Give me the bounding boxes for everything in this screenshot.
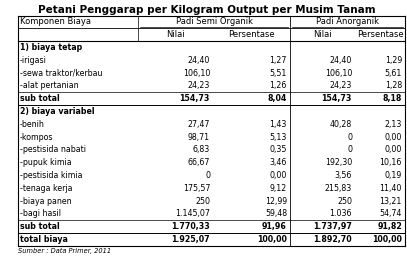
Text: -irigasi: -irigasi: [20, 56, 47, 65]
Text: 98,71: 98,71: [188, 133, 210, 142]
Text: 1,43: 1,43: [269, 120, 287, 129]
Text: 2,13: 2,13: [385, 120, 402, 129]
Text: 0,35: 0,35: [269, 145, 287, 154]
Text: 154,73: 154,73: [179, 94, 210, 103]
Text: Padi Anorganik: Padi Anorganik: [316, 17, 379, 27]
Text: 1) biaya tetap: 1) biaya tetap: [20, 43, 82, 52]
Text: 5,61: 5,61: [385, 69, 402, 78]
Text: 10,16: 10,16: [380, 158, 402, 167]
Text: sub total: sub total: [20, 94, 60, 103]
Text: 0,19: 0,19: [385, 171, 402, 180]
Text: -sewa traktor/kerbau: -sewa traktor/kerbau: [20, 69, 103, 78]
Text: -kompos: -kompos: [20, 133, 53, 142]
Text: 0,00: 0,00: [385, 145, 402, 154]
Text: 54,74: 54,74: [380, 209, 402, 218]
Text: 100,00: 100,00: [257, 235, 287, 244]
Text: 59,48: 59,48: [265, 209, 287, 218]
Text: 1.892,70: 1.892,70: [313, 235, 352, 244]
Text: 100,00: 100,00: [372, 235, 402, 244]
Text: 106,10: 106,10: [183, 69, 210, 78]
Text: 1.925,07: 1.925,07: [171, 235, 210, 244]
Text: sub total: sub total: [20, 222, 60, 231]
Text: -tenaga kerja: -tenaga kerja: [20, 184, 72, 193]
Text: 40,28: 40,28: [330, 120, 352, 129]
Text: -biaya panen: -biaya panen: [20, 197, 72, 206]
Text: 1,27: 1,27: [269, 56, 287, 65]
Text: -bagi hasil: -bagi hasil: [20, 209, 61, 218]
Text: 0: 0: [347, 145, 352, 154]
Text: 66,67: 66,67: [188, 158, 210, 167]
Text: Petani Penggarap per Kilogram Output per Musim Tanam: Petani Penggarap per Kilogram Output per…: [38, 5, 376, 15]
Text: 1.737,97: 1.737,97: [313, 222, 352, 231]
Text: Padi Semi Organik: Padi Semi Organik: [175, 17, 252, 27]
Text: 3,46: 3,46: [269, 158, 287, 167]
Text: 11,40: 11,40: [380, 184, 402, 193]
Text: 8,18: 8,18: [383, 94, 402, 103]
Text: 91,82: 91,82: [377, 222, 402, 231]
Text: 6,83: 6,83: [193, 145, 210, 154]
Text: 1.036: 1.036: [330, 209, 352, 218]
Text: 0: 0: [347, 133, 352, 142]
Text: Nilai: Nilai: [166, 30, 185, 39]
Text: 2) biaya variabel: 2) biaya variabel: [20, 107, 94, 116]
Text: 0,00: 0,00: [269, 171, 287, 180]
Text: 1.145,07: 1.145,07: [175, 209, 210, 218]
Text: Persentase: Persentase: [228, 30, 275, 39]
Text: 24,40: 24,40: [330, 56, 352, 65]
Text: 91,96: 91,96: [262, 222, 287, 231]
Text: -benih: -benih: [20, 120, 45, 129]
Text: 0: 0: [205, 171, 210, 180]
Text: 215,83: 215,83: [325, 184, 352, 193]
Text: 5,51: 5,51: [269, 69, 287, 78]
Text: Komponen Biaya: Komponen Biaya: [20, 17, 91, 27]
Text: 1.770,33: 1.770,33: [171, 222, 210, 231]
Text: 8,04: 8,04: [268, 94, 287, 103]
Text: 192,30: 192,30: [325, 158, 352, 167]
Text: 5,13: 5,13: [269, 133, 287, 142]
Text: 9,12: 9,12: [270, 184, 287, 193]
Text: -pestisida nabati: -pestisida nabati: [20, 145, 86, 154]
Text: Persentase: Persentase: [357, 30, 403, 39]
Text: 175,57: 175,57: [183, 184, 210, 193]
Text: 24,23: 24,23: [188, 81, 210, 90]
Text: -alat pertanian: -alat pertanian: [20, 81, 79, 90]
Text: total biaya: total biaya: [20, 235, 68, 244]
Text: -pupuk kimia: -pupuk kimia: [20, 158, 72, 167]
Text: 3,56: 3,56: [335, 171, 352, 180]
Text: 1,28: 1,28: [385, 81, 402, 90]
Text: 154,73: 154,73: [322, 94, 352, 103]
Text: 250: 250: [337, 197, 352, 206]
Text: -pestisida kimia: -pestisida kimia: [20, 171, 83, 180]
Text: 106,10: 106,10: [325, 69, 352, 78]
Text: 250: 250: [195, 197, 210, 206]
Text: 24,23: 24,23: [330, 81, 352, 90]
Text: Nilai: Nilai: [313, 30, 332, 39]
Text: 24,40: 24,40: [188, 56, 210, 65]
Text: 0,00: 0,00: [385, 133, 402, 142]
Text: 1,29: 1,29: [385, 56, 402, 65]
Text: 27,47: 27,47: [188, 120, 210, 129]
Text: 1,26: 1,26: [269, 81, 287, 90]
Text: 13,21: 13,21: [380, 197, 402, 206]
Text: 12,99: 12,99: [265, 197, 287, 206]
Text: Sumber : Data Primer, 2011: Sumber : Data Primer, 2011: [18, 248, 111, 254]
